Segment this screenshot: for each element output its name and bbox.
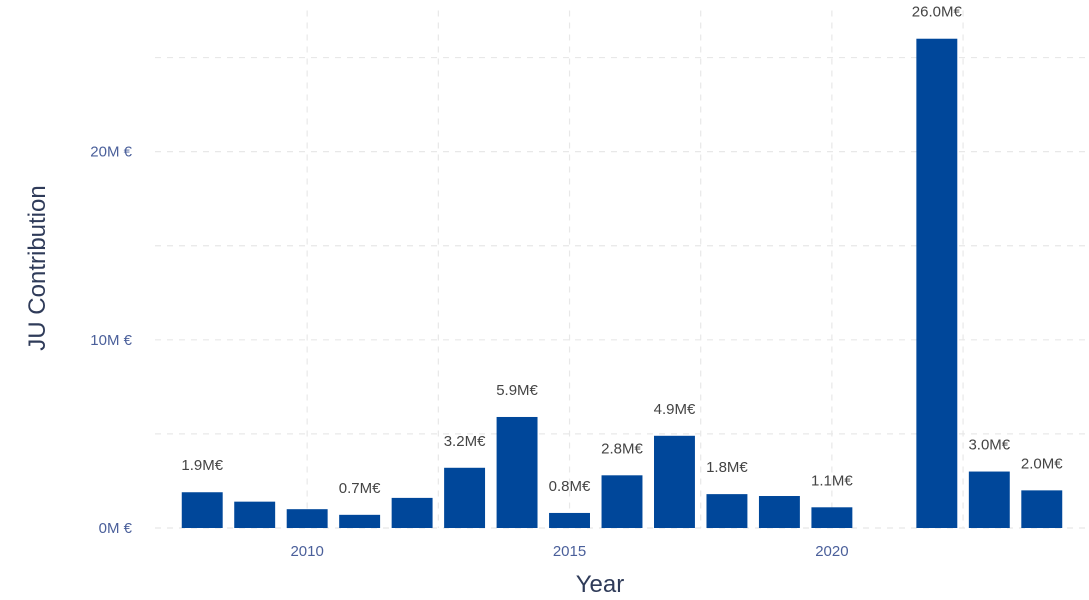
grid bbox=[155, 10, 1089, 529]
bar-data-label: 5.9M€ bbox=[496, 382, 538, 399]
bar bbox=[549, 512, 590, 528]
bar-data-label: 4.9M€ bbox=[654, 401, 696, 418]
y-tick-label: 20M € bbox=[90, 144, 132, 161]
bar-data-label: 1.8M€ bbox=[706, 459, 748, 476]
bar bbox=[181, 492, 223, 528]
y-tick-label: 10M € bbox=[90, 332, 132, 349]
bars bbox=[181, 38, 1063, 529]
x-tick-label: 2010 bbox=[290, 543, 323, 560]
bar bbox=[339, 514, 381, 528]
bar bbox=[916, 38, 958, 529]
bar-data-label: 2.8M€ bbox=[601, 440, 643, 457]
bar bbox=[286, 509, 328, 528]
data-labels: 1.9M€ 0.7M€ 3.2M€ 5.9M€ 0.8M€ 2.8M€ 4.9M€ 1.8M€… bbox=[181, 4, 1063, 497]
bar-data-label: 1.1M€ bbox=[811, 472, 853, 489]
bar-data-label: 3.2M€ bbox=[444, 433, 486, 450]
bar bbox=[391, 497, 433, 528]
x-tick-label: 2020 bbox=[815, 543, 848, 560]
bar bbox=[706, 494, 748, 528]
bar bbox=[811, 507, 853, 528]
bar-data-label: 26.0M€ bbox=[912, 4, 963, 21]
bar bbox=[654, 435, 695, 528]
bar-data-label: 2.0M€ bbox=[1021, 455, 1063, 472]
bar bbox=[496, 416, 538, 528]
bar-data-label: 1.9M€ bbox=[181, 457, 223, 474]
bar bbox=[601, 475, 643, 528]
bar bbox=[234, 501, 276, 528]
y-tick-label: 0M € bbox=[99, 520, 133, 537]
bar bbox=[1021, 490, 1063, 528]
tick-labels: 2010 2015 2020 0M € 10M € 20M € bbox=[90, 144, 848, 560]
bar bbox=[968, 471, 1010, 528]
x-axis-title: Year bbox=[576, 571, 625, 598]
x-tick-label: 2015 bbox=[553, 543, 586, 560]
bar bbox=[758, 496, 800, 528]
y-axis-title: JU Contribution bbox=[24, 185, 51, 350]
bar-data-label: 0.8M€ bbox=[549, 478, 591, 495]
bar-data-label: 0.7M€ bbox=[339, 480, 381, 497]
bar bbox=[444, 467, 486, 528]
bar-data-label: 3.0M€ bbox=[968, 437, 1010, 454]
